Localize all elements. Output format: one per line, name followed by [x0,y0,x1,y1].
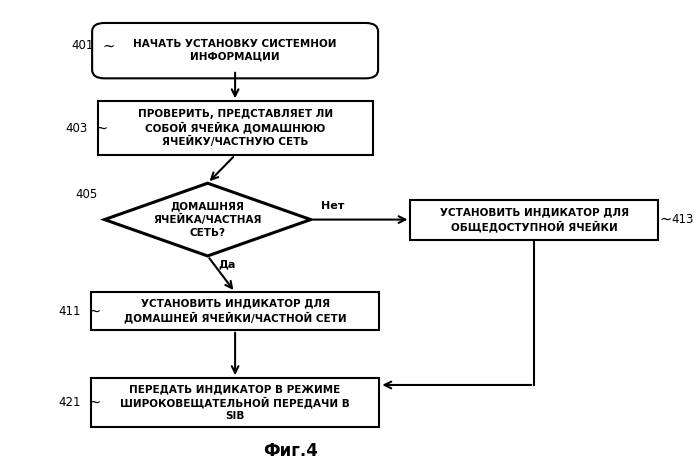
Bar [98,101,373,155]
Text: Фиг.4: Фиг.4 [263,442,317,460]
Text: Нет: Нет [321,201,345,211]
Text: ~: ~ [103,38,115,53]
Text: ПРОВЕРИТЬ, ПРЕДСТАВЛЯЕТ ЛИ
СОБОЙ ЯЧЕЙКА ДОМАШНЮЮ
ЯЧЕЙКУ/ЧАСТНУЮ СЕТЬ: ПРОВЕРИТЬ, ПРЕДСТАВЛЯЕТ ЛИ СОБОЙ ЯЧЕЙКА … [138,109,333,147]
Text: ~: ~ [89,303,101,319]
Bar [91,378,380,427]
Text: 403: 403 [65,122,87,135]
Text: ~: ~ [89,395,101,410]
Text: Да: Да [218,260,236,270]
Text: 405: 405 [75,188,98,201]
Text: ~: ~ [660,212,672,227]
Text: УСТАНОВИТЬ ИНДИКАТОР ДЛЯ
ДОМАШНЕЙ ЯЧЕЙКИ/ЧАСТНОЙ СЕТИ: УСТАНОВИТЬ ИНДИКАТОР ДЛЯ ДОМАШНЕЙ ЯЧЕЙКИ… [124,299,347,323]
Text: НАЧАТЬ УСТАНОВКУ СИСТЕМНОИ
ИНФОРМАЦИИ: НАЧАТЬ УСТАНОВКУ СИСТЕМНОИ ИНФОРМАЦИИ [134,40,337,62]
Text: ~: ~ [96,120,108,135]
Text: УСТАНОВИТЬ ИНДИКАТОР ДЛЯ
ОБЩЕДОСТУПНОЙ ЯЧЕЙКИ: УСТАНОВИТЬ ИНДИКАТОР ДЛЯ ОБЩЕДОСТУПНОЙ Я… [440,207,628,232]
Bar [91,292,380,330]
Text: 413: 413 [672,213,694,226]
Text: 401: 401 [72,40,94,52]
Text: 421: 421 [58,396,80,409]
Text: ПЕРЕДАТЬ ИНДИКАТОР В РЕЖИМЕ
ШИРОКОВЕЩАТЕЛЬНОЙ ПЕРЕДАЧИ В
SIB: ПЕРЕДАТЬ ИНДИКАТОР В РЕЖИМЕ ШИРОКОВЕЩАТЕ… [120,384,350,421]
Bar [410,200,658,239]
FancyBboxPatch shape [92,23,378,78]
Polygon shape [104,183,311,256]
Text: ДОМАШНЯЯ
ЯЧЕЙКА/ЧАСТНАЯ
СЕТЬ?: ДОМАШНЯЯ ЯЧЕЙКА/ЧАСТНАЯ СЕТЬ? [153,202,262,238]
Text: 411: 411 [58,304,80,318]
